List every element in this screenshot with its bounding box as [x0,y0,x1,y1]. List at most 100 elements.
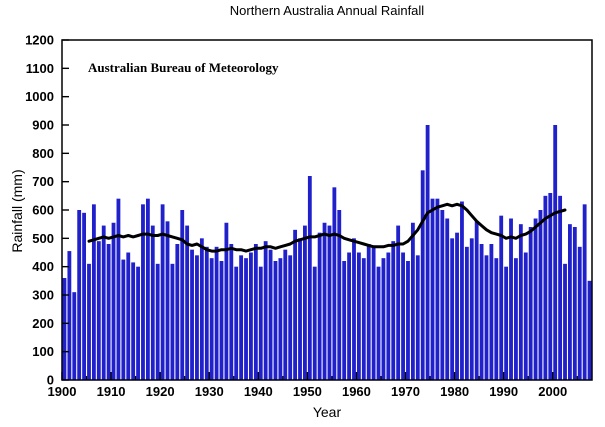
rainfall-bar-1952 [317,232,322,380]
rainfall-bar-1919 [155,263,160,380]
rainfall-bar-1984 [474,221,479,380]
rainfall-bar-1963 [371,245,376,380]
rainfall-bar-1913 [126,252,131,380]
rainfall-bar-1917 [145,198,150,380]
y-tick-label: 1000 [25,89,54,104]
y-tick-label: 1100 [26,61,54,76]
rainfall-bar-1990 [504,266,509,380]
rainfall-bar-1932 [219,261,224,380]
y-tick-label: 0 [47,373,54,388]
rainfall-bar-1971 [410,222,415,380]
rainfall-bar-1976 [435,198,440,380]
rainfall-bar-1920 [160,204,165,380]
rainfall-bar-1982 [464,246,469,380]
rainfall-bar-1938 [249,252,253,380]
rainfall-bar-1953 [322,222,327,380]
rainfall-bar-1906 [91,204,96,380]
rainfall-bar-1924 [180,210,185,380]
rainfall-bar-1987 [489,244,494,380]
rainfall-bar-1909 [106,244,111,380]
rainfall-bar-1956 [337,210,342,380]
y-tick-label: 300 [32,288,54,303]
rainfall-bar-1999 [548,193,553,380]
y-tick-label: 800 [32,146,54,161]
x-tick-label: 1980 [440,384,469,399]
rainfall-bar-1950 [307,176,312,380]
rainfall-bar-1926 [190,249,194,380]
rainfall-bar-1964 [376,266,381,380]
rainfall-bar-1914 [131,262,136,380]
rainfall-bar-1931 [214,246,219,380]
rainfall-bar-1902 [72,292,77,380]
rainfall-bar-1907 [96,241,101,380]
rainfall-bar-2005 [577,246,582,380]
rainfall-bar-1944 [278,258,283,380]
rainfall-bar-1975 [430,198,435,380]
x-tick-label: 1940 [244,384,273,399]
rainfall-bar-1929 [204,246,209,380]
rainfall-bar-1943 [273,261,278,380]
x-axis-label: Year [312,404,342,420]
trend-line [87,202,567,253]
x-tick-label: 1950 [293,384,322,399]
chart-title: Northern Australia Annual Rainfall [229,3,425,18]
rainfall-bar-1978 [445,218,450,380]
source-annotation: Australian Bureau of Meteorology [88,60,279,75]
rainfall-bar-1904 [82,212,86,380]
x-tick-label: 1900 [48,384,77,399]
rainfall-bar-1986 [484,255,489,380]
x-tick-label: 1910 [97,384,126,399]
rainfall-bar-2007 [587,280,592,380]
rainfall-bar-1997 [538,210,543,380]
rainfall-bar-1905 [87,263,91,380]
x-tick-label: 1990 [489,384,518,399]
rainfall-bar-1947 [293,229,298,380]
rainfall-bar-1958 [347,252,351,380]
rainfall-bar-2002 [563,263,567,380]
rainfall-bar-1979 [450,238,455,380]
rainfall-bar-1991 [509,218,513,380]
rainfall-bar-1933 [224,222,229,380]
x-tick-label: 1970 [391,384,420,399]
rainfall-bar-1939 [253,244,258,380]
rainfall-bar-1998 [543,195,548,380]
rainfall-bar-1994 [523,252,528,380]
plot-frame [61,39,593,381]
rainfall-bar-1981 [460,201,464,380]
rainfall-bar-1936 [239,255,244,380]
rainfall-bar-1957 [342,261,347,380]
rainfall-bar-1962 [366,244,371,380]
rainfall-bar-1995 [528,227,533,380]
rainfall-bar-2001 [558,195,563,380]
y-tick-label: 700 [32,174,54,189]
y-tick-label: 100 [32,344,54,359]
rainfall-bar-1900 [62,278,67,380]
rainfall-bar-1954 [327,225,332,380]
rainfall-bar-2000 [553,125,558,380]
rainfall-bar-1927 [195,255,199,380]
y-tick-label: 200 [32,316,54,331]
y-tick-label: 600 [32,203,54,218]
rainfall-bar-1934 [229,244,234,380]
rainfall-bar-1949 [303,225,307,380]
rainfall-bar-1977 [440,210,445,380]
rainfall-bar-1980 [455,232,459,380]
y-tick-label: 400 [32,259,54,274]
rainfall-bar-1922 [170,263,175,380]
rainfall-bar-1961 [361,258,366,380]
rainfall-bar-1969 [401,252,405,380]
rainfall-bar-1901 [67,251,72,380]
rainfall-bar-1992 [514,258,518,380]
rainfall-bar-1928 [199,238,204,380]
rainfall-bar-1985 [479,244,484,380]
rainfall-bar-2003 [568,224,572,380]
rainfall-bar-1911 [116,198,121,380]
rainfall-bar-1989 [499,215,504,380]
x-tick-label: 1930 [195,384,224,399]
rainfall-bar-2006 [582,204,587,380]
rainfall-bar-1966 [386,252,391,380]
rainfall-bar-1970 [406,261,410,380]
rainfall-bar-1996 [533,218,538,380]
rainfall-bar-1941 [263,241,268,380]
